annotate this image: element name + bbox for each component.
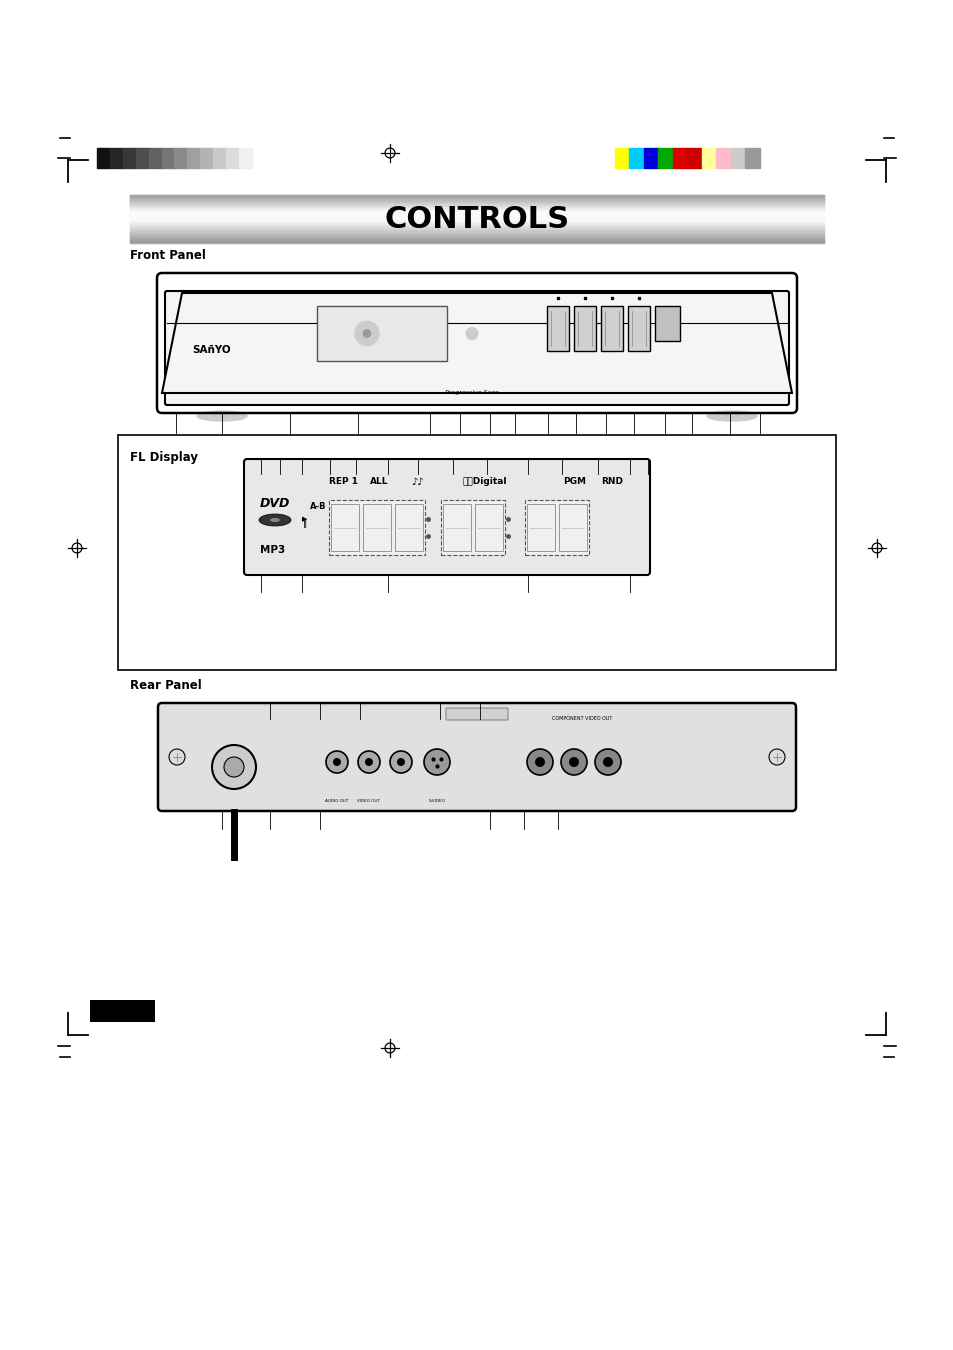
Bar xyxy=(239,148,253,167)
Bar xyxy=(200,148,213,167)
Circle shape xyxy=(526,749,553,775)
Text: ⓓⓓDigital: ⓓⓓDigital xyxy=(462,478,507,486)
FancyBboxPatch shape xyxy=(446,707,507,720)
Bar xyxy=(442,504,471,551)
FancyBboxPatch shape xyxy=(165,292,788,405)
Text: COMPONENT VIDEO OUT: COMPONENT VIDEO OUT xyxy=(551,717,612,721)
Text: PGM: PGM xyxy=(562,478,585,486)
Bar xyxy=(213,148,227,167)
Circle shape xyxy=(602,757,613,767)
FancyBboxPatch shape xyxy=(244,459,649,575)
Bar xyxy=(655,306,679,342)
Bar xyxy=(744,148,760,167)
Text: CONTROLS: CONTROLS xyxy=(384,204,569,234)
Text: A-B: A-B xyxy=(310,502,326,512)
Text: ■: ■ xyxy=(448,436,456,444)
Circle shape xyxy=(212,745,255,788)
Bar xyxy=(730,148,745,167)
Text: ALL: ALL xyxy=(370,478,388,486)
Ellipse shape xyxy=(706,410,757,421)
Text: FL Display: FL Display xyxy=(130,451,198,464)
Bar xyxy=(174,148,188,167)
Circle shape xyxy=(355,321,378,346)
Text: ▶: ▶ xyxy=(213,590,220,599)
Bar xyxy=(97,148,111,167)
Text: ‖: ‖ xyxy=(213,608,217,618)
Text: DVD: DVD xyxy=(259,498,290,510)
Bar xyxy=(475,504,502,551)
Bar xyxy=(546,306,568,351)
Text: S-VIDEO: S-VIDEO xyxy=(428,799,445,803)
Bar xyxy=(149,148,162,167)
Ellipse shape xyxy=(258,514,291,526)
Bar xyxy=(643,148,659,167)
Bar xyxy=(187,148,201,167)
Bar xyxy=(627,306,649,351)
Bar xyxy=(600,306,622,351)
Text: MP3: MP3 xyxy=(260,545,285,555)
Bar xyxy=(629,148,644,167)
Bar xyxy=(363,504,391,551)
Text: Rear Panel: Rear Panel xyxy=(130,679,201,693)
Bar xyxy=(331,504,358,551)
Text: SAñYO: SAñYO xyxy=(193,346,231,355)
Text: ◄◄ ►►: ◄◄ ►► xyxy=(513,451,546,460)
Circle shape xyxy=(768,749,784,765)
Bar xyxy=(526,504,555,551)
Bar xyxy=(118,435,835,670)
Text: VIDEO OUT: VIDEO OUT xyxy=(357,799,380,803)
Bar xyxy=(701,148,717,167)
Circle shape xyxy=(326,751,348,774)
Circle shape xyxy=(560,749,586,775)
Text: ▶: ▶ xyxy=(448,447,456,458)
Polygon shape xyxy=(162,293,791,393)
Bar xyxy=(123,148,136,167)
Text: RND: RND xyxy=(600,478,622,486)
Circle shape xyxy=(224,757,244,778)
Circle shape xyxy=(365,757,373,765)
Circle shape xyxy=(390,751,412,774)
Bar xyxy=(161,148,174,167)
Text: ‖: ‖ xyxy=(302,520,307,528)
Bar xyxy=(615,148,629,167)
Circle shape xyxy=(169,749,185,765)
Bar xyxy=(135,148,149,167)
Text: Progressive Scan: Progressive Scan xyxy=(445,390,498,396)
FancyBboxPatch shape xyxy=(158,703,795,811)
Circle shape xyxy=(333,757,340,765)
Bar xyxy=(395,504,422,551)
Text: ♪♪: ♪♪ xyxy=(411,477,423,487)
Circle shape xyxy=(423,749,450,775)
Circle shape xyxy=(396,757,405,765)
Bar xyxy=(90,1000,154,1022)
Circle shape xyxy=(568,757,578,767)
Ellipse shape xyxy=(196,410,247,421)
Text: ▶: ▶ xyxy=(302,516,308,522)
Text: ⏻: ⏻ xyxy=(462,463,467,472)
Bar xyxy=(329,500,424,555)
Bar xyxy=(226,148,239,167)
Text: Front Panel: Front Panel xyxy=(130,248,206,262)
Text: AUDIO OUT: AUDIO OUT xyxy=(325,799,349,803)
Bar xyxy=(440,500,504,555)
Circle shape xyxy=(363,329,371,338)
Text: □□: □□ xyxy=(213,633,236,645)
Circle shape xyxy=(595,749,620,775)
Bar xyxy=(110,148,123,167)
Bar xyxy=(574,306,596,351)
Bar xyxy=(672,148,687,167)
Circle shape xyxy=(357,751,379,774)
Circle shape xyxy=(535,757,544,767)
Bar xyxy=(558,504,586,551)
Bar xyxy=(687,148,701,167)
Text: REP 1: REP 1 xyxy=(329,478,357,486)
Ellipse shape xyxy=(270,518,280,522)
Text: ▲: ▲ xyxy=(232,446,239,455)
Bar xyxy=(524,500,588,555)
Circle shape xyxy=(465,328,477,339)
Bar xyxy=(716,148,731,167)
Bar xyxy=(658,148,673,167)
Bar xyxy=(316,306,447,360)
